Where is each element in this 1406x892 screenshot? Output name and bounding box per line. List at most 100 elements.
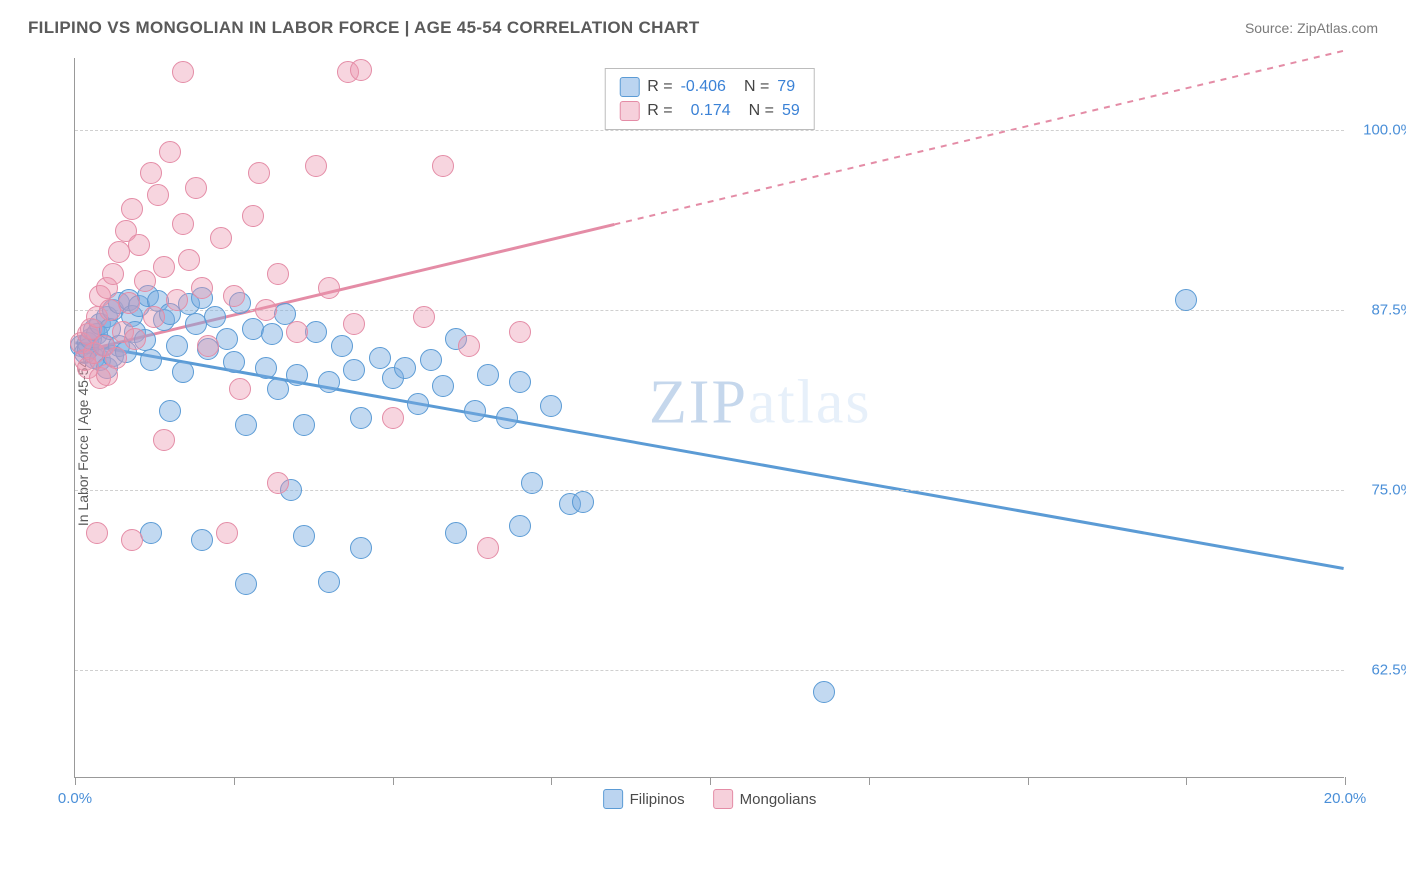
data-point	[509, 515, 531, 537]
data-point	[105, 347, 127, 369]
gridline-h	[75, 490, 1344, 491]
swatch-pink	[713, 789, 733, 809]
data-point	[134, 270, 156, 292]
legend-label: Mongolians	[740, 791, 817, 808]
swatch-blue	[619, 77, 639, 97]
chart-area: In Labor Force | Age 45-54 ZIPatlas R = …	[28, 48, 1378, 838]
data-point	[128, 234, 150, 256]
data-point	[140, 522, 162, 544]
legend-item-mongolians: Mongolians	[713, 789, 817, 809]
data-point	[432, 155, 454, 177]
n-value-mongolians: 59	[782, 99, 800, 123]
data-point	[267, 263, 289, 285]
data-point	[197, 335, 219, 357]
legend-row-mongolians: R = 0.174 N = 59	[619, 99, 800, 123]
data-point	[293, 525, 315, 547]
data-point	[261, 323, 283, 345]
data-point	[509, 321, 531, 343]
n-value-filipinos: 79	[777, 75, 795, 99]
data-point	[229, 378, 251, 400]
ytick-label: 62.5%	[1350, 662, 1406, 679]
data-point	[331, 335, 353, 357]
ytick-label: 75.0%	[1350, 482, 1406, 499]
data-point	[185, 177, 207, 199]
data-point	[172, 361, 194, 383]
data-point	[572, 491, 594, 513]
data-point	[216, 522, 238, 544]
data-point	[318, 371, 340, 393]
data-point	[305, 321, 327, 343]
data-point	[242, 205, 264, 227]
data-point	[147, 184, 169, 206]
data-point	[477, 364, 499, 386]
data-point	[172, 61, 194, 83]
data-point	[432, 375, 454, 397]
xtick	[75, 777, 76, 785]
data-point	[305, 155, 327, 177]
swatch-pink	[619, 101, 639, 121]
swatch-blue	[603, 789, 623, 809]
data-point	[350, 59, 372, 81]
data-point	[350, 407, 372, 429]
data-point	[86, 522, 108, 544]
data-point	[496, 407, 518, 429]
series-legend: Filipinos Mongolians	[603, 789, 817, 809]
data-point	[143, 306, 165, 328]
data-point	[286, 364, 308, 386]
data-point	[124, 328, 146, 350]
data-point	[235, 573, 257, 595]
data-point	[118, 292, 140, 314]
data-point	[343, 313, 365, 335]
data-point	[178, 249, 200, 271]
data-point	[540, 395, 562, 417]
gridline-h	[75, 130, 1344, 131]
data-point	[293, 414, 315, 436]
xtick-label: 0.0%	[58, 790, 92, 807]
data-point	[407, 393, 429, 415]
data-point	[153, 256, 175, 278]
r-label: R =	[647, 75, 672, 99]
data-point	[121, 198, 143, 220]
legend-row-filipinos: R = -0.406 N = 79	[619, 75, 800, 99]
data-point	[1175, 289, 1197, 311]
gridline-h	[75, 670, 1344, 671]
r-value-mongolians: 0.174	[691, 99, 731, 123]
data-point	[521, 472, 543, 494]
data-point	[159, 141, 181, 163]
data-point	[813, 681, 835, 703]
data-point	[445, 522, 467, 544]
r-label: R =	[647, 99, 672, 123]
data-point	[382, 407, 404, 429]
data-point	[140, 349, 162, 371]
data-point	[343, 359, 365, 381]
xtick	[1345, 777, 1346, 785]
data-point	[369, 347, 391, 369]
data-point	[318, 571, 340, 593]
data-point	[267, 378, 289, 400]
legend-item-filipinos: Filipinos	[603, 789, 685, 809]
xtick	[710, 777, 711, 785]
data-point	[191, 529, 213, 551]
ytick-label: 87.5%	[1350, 302, 1406, 319]
correlation-legend: R = -0.406 N = 79 R = 0.174 N = 59	[604, 68, 815, 130]
n-label: N =	[749, 99, 774, 123]
data-point	[223, 285, 245, 307]
data-point	[394, 357, 416, 379]
n-label: N =	[744, 75, 769, 99]
data-point	[350, 537, 372, 559]
xtick	[1186, 777, 1187, 785]
plot-region: ZIPatlas R = -0.406 N = 79 R = 0.174 N =…	[74, 58, 1344, 778]
data-point	[318, 277, 340, 299]
data-point	[140, 162, 162, 184]
xtick	[1028, 777, 1029, 785]
data-point	[464, 400, 486, 422]
data-point	[413, 306, 435, 328]
xtick	[234, 777, 235, 785]
data-point	[166, 289, 188, 311]
data-point	[286, 321, 308, 343]
ytick-label: 100.0%	[1350, 122, 1406, 139]
data-point	[159, 400, 181, 422]
data-point	[210, 227, 232, 249]
data-point	[204, 306, 226, 328]
xtick	[393, 777, 394, 785]
